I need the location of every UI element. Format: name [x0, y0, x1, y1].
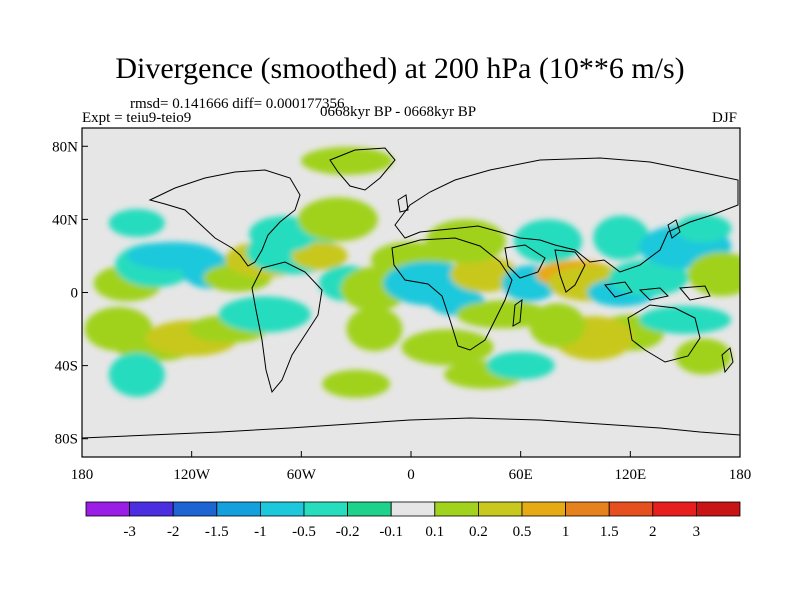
- colorbar-label: -0.1: [379, 524, 403, 540]
- experiment-label: Expt = teiu9-teio9: [82, 110, 192, 126]
- coastlines: [82, 147, 740, 439]
- lat-axis: 80N 40N 0 40S 80S: [52, 139, 88, 448]
- colorbar-swatch: [696, 501, 741, 517]
- period-label: 0668kyr BP - 0668kyr BP: [320, 104, 477, 120]
- colorbar-swatch: [434, 501, 479, 517]
- field-blob: [301, 146, 394, 175]
- field-blob: [593, 215, 650, 260]
- colorbar-label: 3: [693, 524, 701, 540]
- field-blob: [108, 209, 165, 238]
- colorbar-swatch: [259, 501, 305, 517]
- lon-axis: 180 120W 60W 0 60E 120E 180: [71, 451, 752, 483]
- colorbar-swatch: [216, 501, 261, 517]
- colorbar-swatch: [565, 501, 610, 517]
- field-blob: [456, 300, 549, 329]
- colorbar-swatch: [608, 501, 654, 517]
- colorbar-label: 1: [562, 524, 570, 540]
- lat-tick-label: 40N: [52, 212, 78, 228]
- colorbar-swatch: [303, 501, 348, 517]
- colorbar-swatch: [521, 501, 566, 517]
- colorbar-label: -3: [123, 524, 136, 540]
- lon-tick-label: 120W: [173, 467, 211, 483]
- field-blob: [291, 241, 348, 270]
- lon-tick-label: 60W: [287, 467, 317, 483]
- colorbar-label: -0.2: [336, 524, 360, 540]
- field-blob: [346, 307, 403, 352]
- field-blob: [675, 338, 732, 375]
- field-blob: [218, 296, 311, 333]
- colorbar-swatch: [347, 501, 392, 517]
- colorbar-swatch: [85, 501, 130, 517]
- field-blob: [675, 214, 732, 243]
- lat-tick-label: 80S: [55, 432, 78, 448]
- colorbar-label: -1.5: [205, 524, 229, 540]
- colorbar-swatch: [172, 501, 218, 517]
- colorbar-label: -2: [167, 524, 180, 540]
- colorbar-label: 0.1: [425, 524, 444, 540]
- colorbar-label: -0.5: [292, 524, 316, 540]
- colorbar-label: 2: [649, 524, 657, 540]
- lat-tick-label: 80N: [52, 139, 78, 155]
- colorbar-label: 1.5: [600, 524, 619, 540]
- lat-tick-label: 40S: [55, 359, 78, 375]
- lon-tick-label: 60E: [509, 467, 533, 483]
- field-blob: [514, 219, 583, 264]
- colorbar-swatch: [129, 501, 174, 517]
- colorbar: -3 -2 -1.5 -1 -0.5 -0.2 -0.1 0.1 0.2 0.5 1 1.5 2 3: [85, 501, 741, 540]
- lon-tick-label: 180: [71, 467, 94, 483]
- season-label: DJF: [712, 110, 738, 126]
- field-blob: [401, 329, 494, 366]
- field-blob: [108, 352, 165, 397]
- field-blob: [529, 303, 586, 348]
- field-blob: [486, 351, 555, 380]
- colorbar-label: 0.5: [513, 524, 532, 540]
- lat-tick-label: 0: [71, 286, 79, 302]
- field-blob: [639, 305, 732, 334]
- colorbar-label: -1: [254, 524, 267, 540]
- field-blob: [450, 256, 519, 293]
- lon-tick-label: 0: [407, 467, 415, 483]
- lon-tick-label: 180: [729, 467, 752, 483]
- stats-text: rmsd= 0.141666 diff= 0.000177356: [130, 96, 345, 112]
- colorbar-swatch: [477, 501, 523, 517]
- colorbar-swatch: [652, 501, 697, 517]
- map-title: Divergence (smoothed) at 200 hPa (10**6 …: [115, 52, 685, 85]
- field-blob: [322, 369, 391, 398]
- field-blob: [687, 252, 740, 297]
- lon-tick-label: 120E: [614, 467, 646, 483]
- field-blob: [297, 197, 378, 242]
- colorbar-swatch: [390, 501, 436, 517]
- colorbar-label: 0.2: [469, 524, 488, 540]
